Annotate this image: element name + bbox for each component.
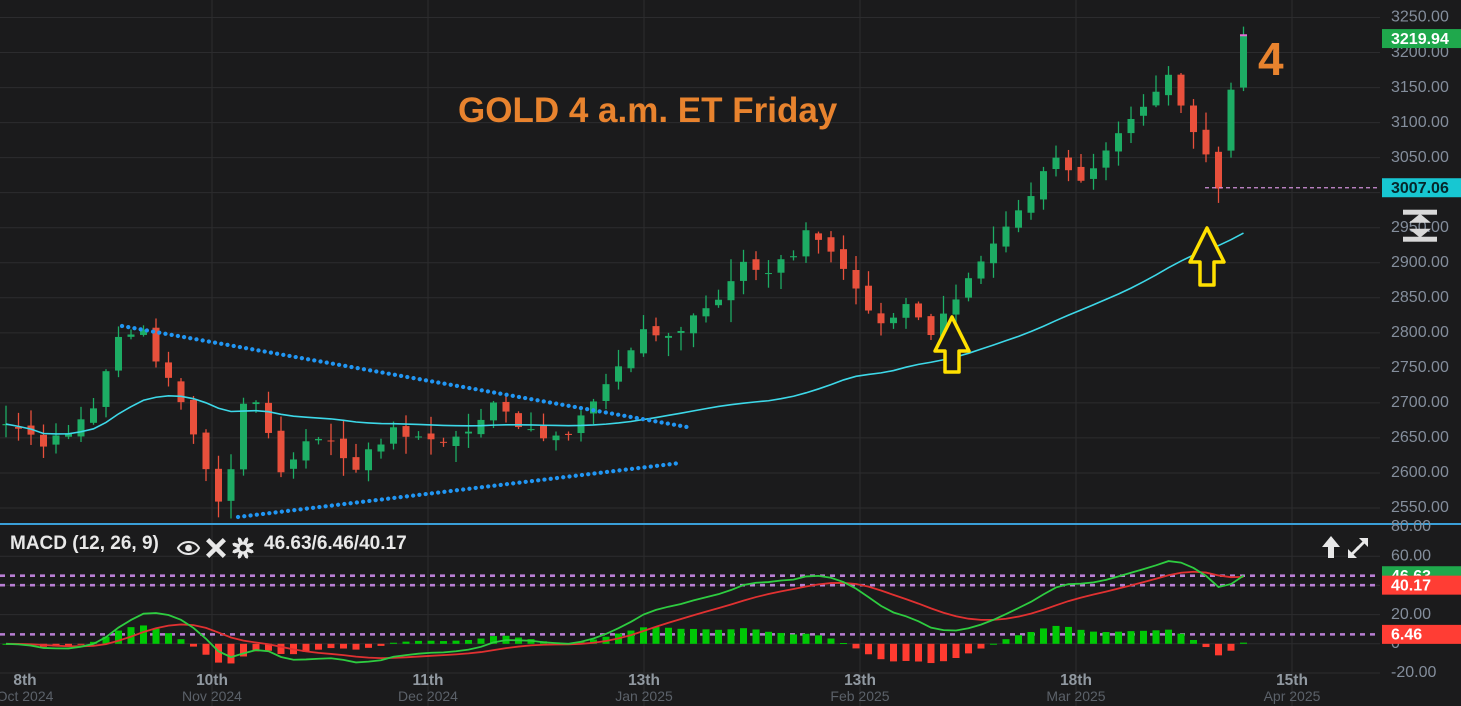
svg-text:60.00: 60.00 [1391, 547, 1431, 564]
svg-text:Feb 2025: Feb 2025 [830, 688, 889, 704]
svg-text:Apr 2025: Apr 2025 [1264, 688, 1321, 704]
svg-text:2900.00: 2900.00 [1391, 254, 1449, 271]
svg-text:40.17: 40.17 [1391, 577, 1431, 594]
svg-text:2800.00: 2800.00 [1391, 324, 1449, 341]
svg-text:2850.00: 2850.00 [1391, 289, 1449, 306]
svg-text:Dec 2024: Dec 2024 [398, 688, 458, 704]
svg-text:80.00: 80.00 [1391, 518, 1431, 535]
svg-text:2750.00: 2750.00 [1391, 359, 1449, 376]
svg-text:-20.00: -20.00 [1391, 664, 1436, 681]
svg-text:GOLD 4 a.m. ET Friday: GOLD 4 a.m. ET Friday [458, 91, 838, 130]
svg-text:8th: 8th [13, 672, 36, 689]
svg-text:2700.00: 2700.00 [1391, 394, 1449, 411]
svg-text:Oct 2024: Oct 2024 [0, 688, 54, 704]
svg-text:20.00: 20.00 [1391, 606, 1431, 623]
svg-text:3100.00: 3100.00 [1391, 114, 1449, 131]
svg-text:6.46: 6.46 [1391, 627, 1422, 644]
svg-text:3219.94: 3219.94 [1391, 31, 1449, 48]
svg-text:3250.00: 3250.00 [1391, 9, 1449, 26]
svg-text:3150.00: 3150.00 [1391, 79, 1449, 96]
svg-text:13th: 13th [844, 672, 876, 689]
svg-text:3007.06: 3007.06 [1391, 180, 1449, 197]
svg-text:4: 4 [1258, 33, 1284, 85]
svg-text:Jan 2025: Jan 2025 [615, 688, 673, 704]
svg-text:2600.00: 2600.00 [1391, 464, 1449, 481]
svg-text:15th: 15th [1276, 672, 1308, 689]
svg-text:13th: 13th [628, 672, 660, 689]
svg-text:46.63/6.46/40.17: 46.63/6.46/40.17 [264, 533, 407, 554]
svg-text:Mar 2025: Mar 2025 [1046, 688, 1105, 704]
svg-text:10th: 10th [196, 672, 228, 689]
svg-text:2550.00: 2550.00 [1391, 499, 1449, 516]
svg-text:Nov 2024: Nov 2024 [182, 688, 242, 704]
svg-text:18th: 18th [1060, 672, 1092, 689]
svg-text:3050.00: 3050.00 [1391, 149, 1449, 166]
svg-text:11th: 11th [412, 672, 443, 689]
svg-text:MACD (12, 26, 9): MACD (12, 26, 9) [10, 533, 159, 554]
svg-text:2650.00: 2650.00 [1391, 429, 1449, 446]
